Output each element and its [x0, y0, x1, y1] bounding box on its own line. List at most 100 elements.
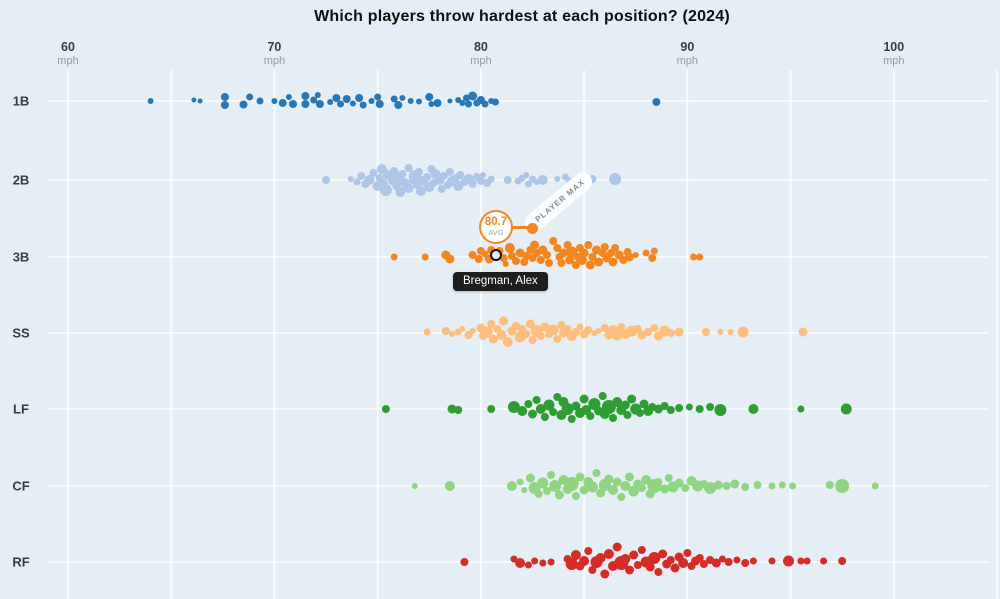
dot-3b[interactable]: [445, 254, 455, 264]
dot-lf[interactable]: [797, 405, 805, 413]
dot-1b[interactable]: [368, 98, 375, 104]
dot-rf[interactable]: [699, 560, 708, 568]
dot-2b[interactable]: [524, 180, 532, 188]
dot-3b[interactable]: [549, 237, 558, 245]
dot-1b[interactable]: [359, 101, 367, 109]
dot-ss[interactable]: [441, 327, 450, 335]
dot-1b[interactable]: [425, 93, 434, 101]
dot-rf[interactable]: [838, 557, 847, 565]
dot-cf[interactable]: [586, 481, 598, 493]
dot-cf[interactable]: [596, 488, 606, 498]
dot-2b[interactable]: [415, 168, 423, 176]
dot-rf[interactable]: [595, 553, 606, 563]
dot-ss[interactable]: [617, 323, 626, 331]
dot-cf[interactable]: [778, 481, 786, 489]
dot-lf[interactable]: [660, 402, 669, 410]
dot-rf[interactable]: [820, 557, 828, 565]
dot-1b[interactable]: [455, 97, 462, 103]
dot-1b[interactable]: [220, 101, 229, 109]
dot-3b[interactable]: [594, 257, 604, 267]
dot-ss[interactable]: [488, 334, 498, 344]
dot-1b[interactable]: [285, 94, 292, 100]
dot-lf[interactable]: [639, 399, 649, 409]
dot-lf[interactable]: [612, 397, 623, 407]
dot-rf[interactable]: [670, 563, 680, 573]
dot-ss[interactable]: [600, 324, 609, 332]
dot-1b[interactable]: [314, 92, 321, 98]
dot-3b[interactable]: [690, 253, 697, 261]
dot-2b[interactable]: [456, 171, 465, 179]
dot-1b[interactable]: [301, 92, 310, 100]
dot-lf[interactable]: [561, 403, 574, 415]
dot-lf[interactable]: [543, 399, 555, 411]
dot-2b[interactable]: [523, 172, 530, 178]
dot-ss[interactable]: [571, 328, 580, 336]
dot-cf[interactable]: [543, 487, 551, 495]
dot-1b[interactable]: [468, 91, 478, 101]
dot-ss[interactable]: [553, 335, 562, 343]
dot-cf[interactable]: [753, 481, 762, 489]
dot-ss[interactable]: [650, 324, 659, 332]
dot-cf[interactable]: [681, 484, 690, 492]
dot-cf[interactable]: [625, 472, 634, 482]
dot-cf[interactable]: [789, 482, 797, 490]
dot-1b[interactable]: [399, 95, 406, 101]
dot-rf[interactable]: [460, 558, 469, 566]
dot-1b[interactable]: [315, 100, 324, 108]
dot-rf[interactable]: [633, 561, 642, 569]
dot-1b[interactable]: [459, 100, 466, 106]
dot-2b[interactable]: [554, 176, 561, 182]
dot-2b[interactable]: [416, 186, 426, 196]
dot-2b[interactable]: [476, 177, 485, 185]
dot-cf[interactable]: [654, 478, 663, 486]
dot-lf[interactable]: [553, 393, 562, 401]
dot-ss[interactable]: [469, 328, 476, 334]
dot-3b[interactable]: [632, 252, 639, 258]
dot-3b[interactable]: [553, 244, 562, 252]
dot-rf[interactable]: [565, 558, 578, 570]
dot-cf[interactable]: [704, 482, 717, 494]
dot-lf[interactable]: [706, 403, 715, 411]
dot-3b[interactable]: [588, 253, 597, 261]
dot-lf[interactable]: [586, 412, 595, 420]
dot-3b[interactable]: [543, 251, 551, 259]
dot-cf[interactable]: [608, 485, 618, 495]
dot-ss[interactable]: [496, 330, 507, 340]
dot-1b[interactable]: [239, 100, 248, 109]
dot-2b[interactable]: [357, 172, 366, 180]
dot-cf[interactable]: [741, 483, 750, 491]
dot-3b[interactable]: [608, 257, 618, 267]
dot-lf[interactable]: [507, 401, 520, 413]
dot-1b[interactable]: [278, 99, 287, 107]
dot-3b[interactable]: [585, 260, 595, 270]
dot-lf[interactable]: [454, 406, 463, 414]
dot-1b[interactable]: [289, 100, 297, 108]
dot-rf[interactable]: [683, 549, 692, 557]
dot-3b[interactable]: [545, 259, 553, 267]
dot-lf[interactable]: [549, 408, 558, 416]
dot-rf[interactable]: [584, 547, 593, 555]
dot-rf[interactable]: [658, 549, 668, 559]
dot-1b[interactable]: [390, 95, 398, 103]
dot-2b[interactable]: [609, 173, 622, 185]
dot-1b[interactable]: [447, 98, 453, 104]
dot-3b[interactable]: [565, 255, 575, 265]
dot-cf[interactable]: [617, 493, 626, 501]
dot-3b[interactable]: [611, 244, 620, 252]
dot-2b[interactable]: [480, 172, 486, 178]
dot-lf[interactable]: [714, 404, 727, 416]
dot-1b[interactable]: [332, 94, 341, 102]
dot-2b[interactable]: [403, 183, 414, 193]
dot-3b[interactable]: [566, 246, 578, 258]
dot-lf[interactable]: [620, 400, 630, 410]
dot-cf[interactable]: [713, 480, 723, 490]
dot-ss[interactable]: [481, 326, 493, 338]
dot-3b[interactable]: [504, 243, 515, 253]
dot-rf[interactable]: [733, 556, 741, 564]
dot-3b[interactable]: [390, 253, 398, 261]
dot-ss[interactable]: [633, 325, 642, 333]
dot-lf[interactable]: [653, 404, 663, 414]
dot-2b[interactable]: [437, 185, 446, 193]
dot-lf[interactable]: [635, 409, 644, 417]
dot-lf[interactable]: [528, 409, 537, 419]
